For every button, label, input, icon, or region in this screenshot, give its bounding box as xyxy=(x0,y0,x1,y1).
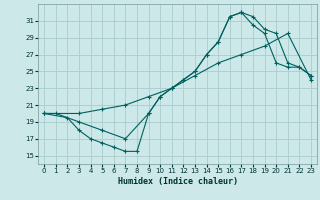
X-axis label: Humidex (Indice chaleur): Humidex (Indice chaleur) xyxy=(118,177,238,186)
